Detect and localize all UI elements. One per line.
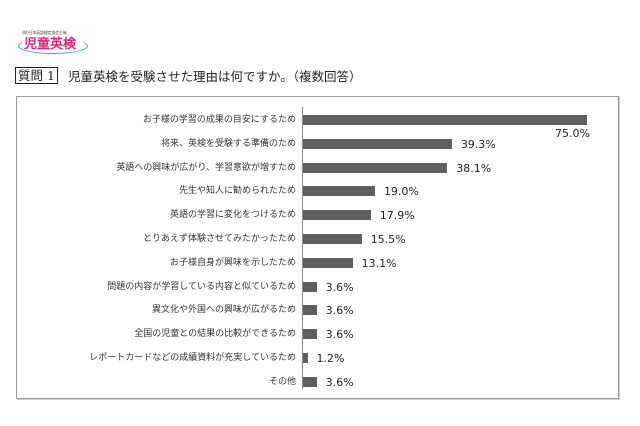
value-label: 75.0% (555, 127, 590, 140)
value-label: 3.6% (325, 304, 354, 318)
bar (303, 115, 587, 125)
bar (303, 138, 452, 149)
question-badge: 質問 1 (15, 67, 58, 84)
bar (303, 234, 362, 244)
logo: (財)日本英語検定協会主催 児童英検 (16, 30, 88, 56)
category-label: レポートカードなどの成績資料が充実しているため (89, 353, 296, 363)
value-label: 39.3% (460, 137, 496, 151)
value-label: 13.1% (361, 256, 397, 270)
category-label: 全国の児童との結果の比較ができるため (134, 329, 296, 340)
logo-swoosh (18, 38, 88, 54)
chart-row: お子様自身が興味を示したため 13.1% (0, 257, 640, 281)
category-label: お子様の学習の成果の目安にするため (142, 115, 296, 125)
bar (303, 353, 308, 363)
bar (303, 210, 371, 221)
chart-row: 異文化や外国への興味が広がるため 3.6% (0, 304, 640, 328)
category-label: 異文化や外国への興味が広がるため (151, 305, 296, 316)
question-text: 児童英検を受験させた理由は何ですか。（複数回答） (67, 69, 362, 84)
chart-row: レポートカードなどの成績資料が充実しているため 1.2% (0, 352, 640, 376)
question-header: 質問 1 児童英検を受験させた理由は何ですか。（複数回答） (15, 66, 361, 85)
category-label: 問題の内容が学習している内容と似ているため (107, 281, 296, 292)
logo-org-text: (財)日本英語検定協会主催 (22, 30, 67, 35)
chart-row: 将来、英検を受験する準備のため 39.3% (0, 138, 640, 162)
chart-row: 英語の学習に変化をつけるため 17.9% (0, 209, 640, 233)
chart-row: お子様の学習の成果の目安にするため 75.0% (0, 114, 640, 140)
value-label: 17.9% (379, 209, 415, 223)
logo-brand: 児童英検 (24, 37, 77, 52)
bar (303, 376, 317, 387)
bar (303, 281, 317, 292)
chart-row: とりあえず体験させてみたかったため 15.5% (0, 233, 640, 257)
category-label: 先生や知人に勧められたため (178, 186, 296, 197)
value-label: 3.6% (325, 328, 354, 342)
chart-axis (302, 107, 303, 389)
bar (303, 257, 353, 268)
chart-row: その他 3.6% (0, 376, 640, 400)
category-label: お子様自身が興味を示したため (169, 257, 296, 268)
value-label: 3.6% (325, 280, 354, 294)
bar (303, 186, 375, 197)
chart-row: 全国の児童との結果の比較ができるため 3.6% (0, 328, 640, 352)
chart-row: 英語への興味が広がり、学習意欲が増すため 38.1% (0, 162, 640, 186)
bar (303, 162, 448, 173)
value-label: 19.0% (383, 185, 419, 199)
bar (303, 305, 317, 316)
value-label: 3.6% (325, 375, 354, 389)
category-label: 英語の学習に変化をつけるため (169, 210, 296, 221)
category-label: その他 (268, 376, 296, 387)
value-label: 15.5% (370, 233, 406, 246)
bar (303, 329, 317, 340)
chart-frame (16, 96, 619, 399)
chart-row: 先生や知人に勧められたため 19.0% (0, 185, 640, 209)
value-label: 38.1% (456, 161, 492, 175)
category-label: とりあえず体験させてみたかったため (142, 234, 296, 244)
chart-row: 問題の内容が学習している内容と似ているため 3.6% (0, 281, 640, 305)
category-label: 将来、英検を受験する準備のため (160, 138, 296, 149)
value-label: 1.2% (316, 352, 345, 365)
category-label: 英語への興味が広がり、学習意欲が増すため (116, 162, 296, 173)
